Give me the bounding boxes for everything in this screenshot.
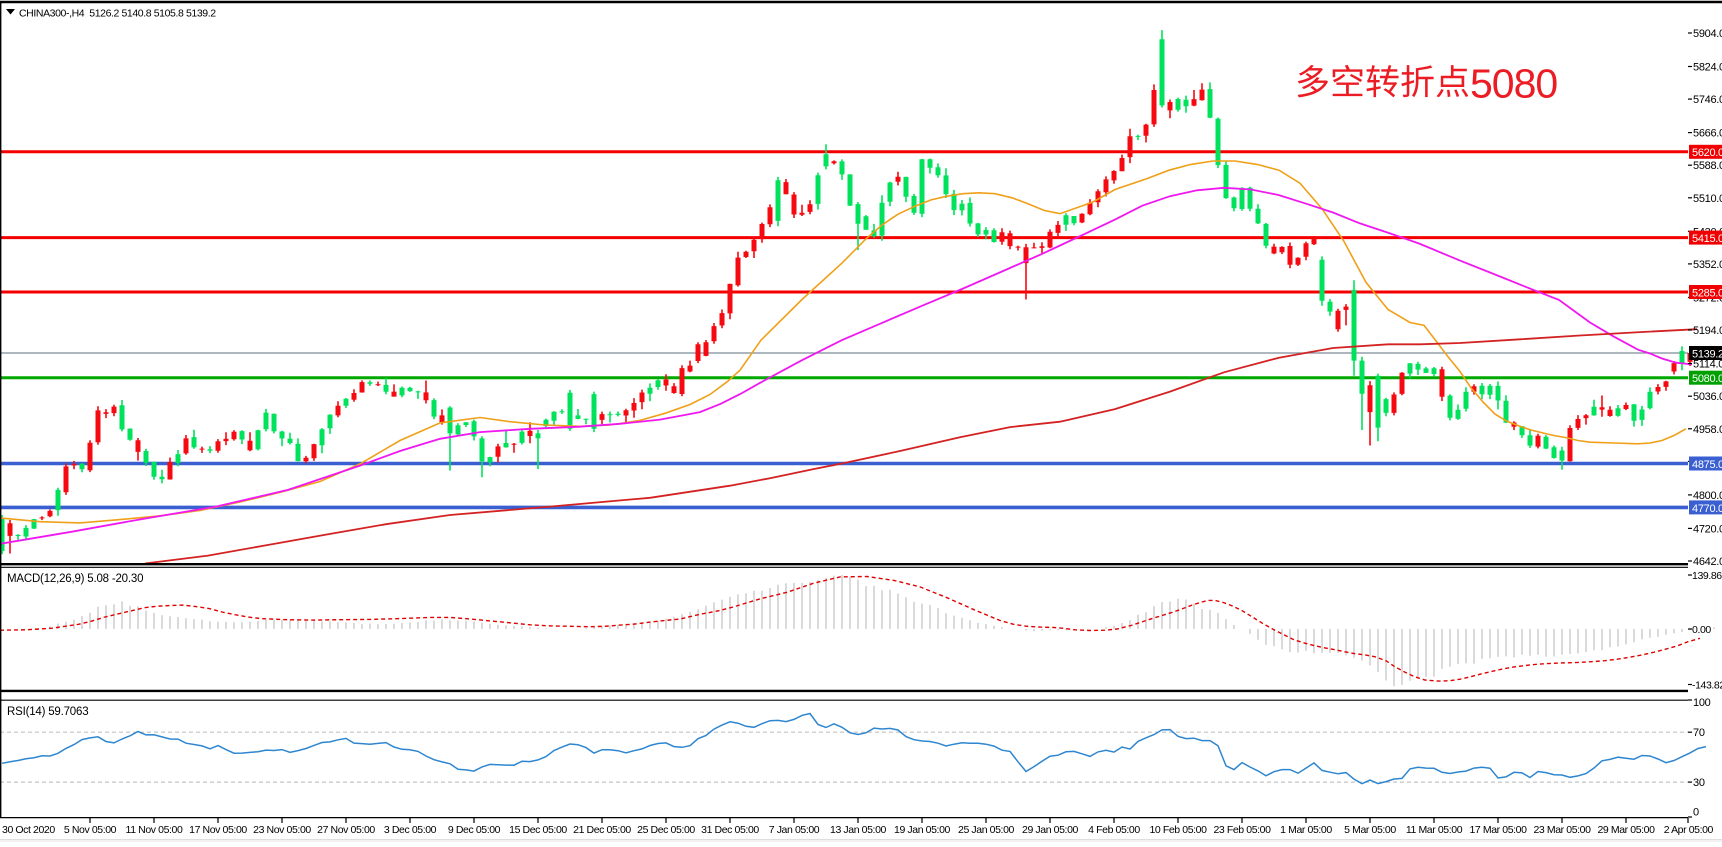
svg-text:1 Mar 05:00: 1 Mar 05:00 <box>1280 824 1332 836</box>
svg-text:25 Jan 05:00: 25 Jan 05:00 <box>958 824 1014 836</box>
svg-text:29 Mar 05:00: 29 Mar 05:00 <box>1597 824 1655 836</box>
svg-text:RSI(14) 59.7063: RSI(14) 59.7063 <box>7 706 88 718</box>
svg-text:5080.0: 5080.0 <box>1692 373 1722 385</box>
svg-text:5510.0: 5510.0 <box>1693 193 1722 205</box>
svg-text:10 Feb 05:00: 10 Feb 05:00 <box>1149 824 1207 836</box>
svg-text:4958.0: 4958.0 <box>1693 424 1722 436</box>
svg-text:5114.0: 5114.0 <box>1693 359 1722 371</box>
svg-text:4 Feb 05:00: 4 Feb 05:00 <box>1088 824 1140 836</box>
svg-text:5036.0: 5036.0 <box>1693 391 1722 403</box>
svg-text:31 Dec 05:00: 31 Dec 05:00 <box>701 824 759 836</box>
svg-text:11 Nov 05:00: 11 Nov 05:00 <box>126 824 183 836</box>
svg-text:5415.0: 5415.0 <box>1692 233 1722 245</box>
svg-text:4875.0: 4875.0 <box>1692 459 1722 471</box>
svg-text:27 Nov 05:00: 27 Nov 05:00 <box>317 824 375 836</box>
svg-text:139.86: 139.86 <box>1692 570 1722 582</box>
svg-text:5746.0: 5746.0 <box>1693 94 1722 106</box>
svg-text:19 Jan 05:00: 19 Jan 05:00 <box>894 824 950 836</box>
svg-text:17 Nov 05:00: 17 Nov 05:00 <box>189 824 247 836</box>
svg-text:21 Dec 05:00: 21 Dec 05:00 <box>573 824 631 836</box>
svg-text:29 Jan 05:00: 29 Jan 05:00 <box>1022 824 1078 836</box>
svg-text:17 Mar 05:00: 17 Mar 05:00 <box>1469 824 1527 836</box>
svg-text:4642.0: 4642.0 <box>1693 556 1722 568</box>
svg-text:5 Nov 05:00: 5 Nov 05:00 <box>64 824 117 836</box>
svg-text:0.00: 0.00 <box>1692 624 1711 636</box>
svg-text:70: 70 <box>1693 727 1705 739</box>
svg-text:-143.82: -143.82 <box>1692 680 1722 692</box>
svg-text:5824.0: 5824.0 <box>1693 62 1722 74</box>
svg-text:MACD(12,26,9) 5.08 -20.30: MACD(12,26,9) 5.08 -20.30 <box>7 573 143 585</box>
svg-text:13 Jan 05:00: 13 Jan 05:00 <box>830 824 886 836</box>
svg-text:4720.0: 4720.0 <box>1693 523 1722 535</box>
svg-text:5352.0: 5352.0 <box>1693 259 1722 271</box>
svg-text:5139.2: 5139.2 <box>1692 348 1722 360</box>
svg-text:7 Jan 05:00: 7 Jan 05:00 <box>769 824 820 836</box>
svg-text:5620.0: 5620.0 <box>1692 147 1722 159</box>
svg-text:3 Dec 05:00: 3 Dec 05:00 <box>384 824 437 836</box>
svg-text:23 Nov 05:00: 23 Nov 05:00 <box>253 824 311 836</box>
svg-text:9 Dec 05:00: 9 Dec 05:00 <box>448 824 501 836</box>
svg-text:4800.0: 4800.0 <box>1693 490 1722 502</box>
svg-text:30: 30 <box>1693 777 1705 789</box>
svg-text:15 Dec 05:00: 15 Dec 05:00 <box>509 824 567 836</box>
svg-text:5080: 5080 <box>1470 61 1557 107</box>
svg-text:30 Oct 2020: 30 Oct 2020 <box>2 824 55 836</box>
svg-text:0: 0 <box>1693 807 1699 819</box>
svg-text:4770.0: 4770.0 <box>1692 503 1722 515</box>
svg-text:100: 100 <box>1693 697 1711 709</box>
svg-text:CHINA300-,H4 5126.2 5140.8 51: CHINA300-,H4 5126.2 5140.8 5105.8 5139.2 <box>19 8 216 20</box>
svg-text:11 Mar 05:00: 11 Mar 05:00 <box>1406 824 1463 836</box>
svg-text:5285.0: 5285.0 <box>1692 287 1722 299</box>
svg-text:23 Feb 05:00: 23 Feb 05:00 <box>1213 824 1271 836</box>
svg-text:23 Mar 05:00: 23 Mar 05:00 <box>1533 824 1591 836</box>
svg-text:5904.0: 5904.0 <box>1693 28 1722 40</box>
svg-text:5 Mar 05:00: 5 Mar 05:00 <box>1344 824 1396 836</box>
svg-text:5194.0: 5194.0 <box>1693 325 1722 337</box>
svg-text:5666.0: 5666.0 <box>1693 128 1722 140</box>
svg-text:25 Dec 05:00: 25 Dec 05:00 <box>637 824 695 836</box>
svg-text:2 Apr 05:00: 2 Apr 05:00 <box>1664 824 1714 836</box>
svg-text:5588.0: 5588.0 <box>1693 160 1722 172</box>
